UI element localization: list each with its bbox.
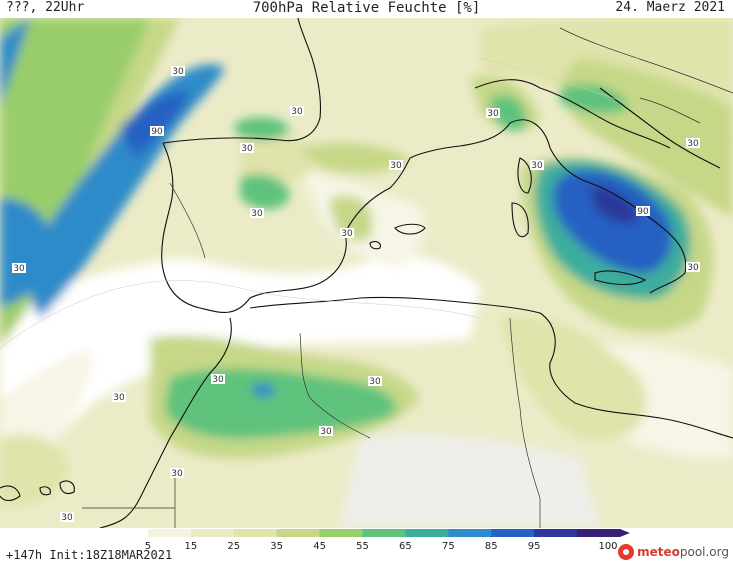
- map-header: ???, 22Uhr 700hPa Relative Feuchte [%] 2…: [0, 0, 733, 18]
- contour-label: 30: [389, 160, 403, 171]
- contour-label: 30: [686, 138, 700, 149]
- colorbar-tick-label: 25: [227, 541, 240, 550]
- colorbar-tick-label: 35: [270, 541, 283, 550]
- colorbar-cell: [105, 529, 149, 537]
- logo-icon: [618, 544, 635, 560]
- colorbar-tick-label: 5: [145, 541, 151, 550]
- valid-time-label: ???, 22Uhr: [6, 0, 85, 15]
- svg-text:30: 30: [390, 161, 402, 171]
- svg-text:90: 90: [637, 207, 649, 217]
- colorbar-tick-label: 45: [313, 541, 326, 550]
- svg-text:30: 30: [13, 264, 25, 274]
- contour-lines: [0, 57, 733, 349]
- svg-text:30: 30: [113, 393, 125, 403]
- colorbar-tick-label: 15: [184, 541, 197, 550]
- colorbar-cell: [405, 529, 449, 537]
- contour-label: 30: [170, 468, 184, 479]
- svg-text:30: 30: [251, 209, 263, 219]
- svg-text:30: 30: [687, 139, 699, 149]
- contour-label: 30: [60, 512, 74, 523]
- colorbar-cells: [105, 529, 630, 537]
- contour-label: 30: [686, 262, 700, 273]
- contour-labels: 30 30 90 30 30 30 30 30 30 30 30 90 30 3…: [12, 66, 700, 523]
- humidity-field: [0, 18, 733, 528]
- map-footer: 5 15 25 35 45 55 65 75 85 95 100 +147h Init:18Z18M…: [0, 526, 733, 566]
- colorbar-cell: [491, 529, 535, 537]
- colorbar-tick-label: 65: [399, 541, 412, 550]
- coastlines: [0, 18, 733, 528]
- contour-label: 30: [340, 228, 354, 239]
- country-borders: [82, 27, 733, 528]
- svg-text:30: 30: [291, 107, 303, 117]
- contour-label: 30: [530, 160, 544, 171]
- svg-text:30: 30: [61, 513, 73, 523]
- colorbar-tick-label: 55: [356, 541, 369, 550]
- svg-text:30: 30: [241, 144, 253, 154]
- svg-text:30: 30: [369, 377, 381, 387]
- colorbar-cell: [577, 529, 621, 537]
- contour-label: 30: [240, 143, 254, 154]
- svg-text:30: 30: [171, 469, 183, 479]
- svg-text:30: 30: [172, 67, 184, 77]
- svg-text:30: 30: [320, 427, 332, 437]
- init-time-label: +147h Init:18Z18MAR2021: [6, 548, 173, 562]
- contour-label: 30: [112, 392, 126, 403]
- colorbar-cell: [319, 529, 363, 537]
- contour-label: 30: [250, 208, 264, 219]
- valid-date-label: 24. Maerz 2021: [615, 0, 725, 15]
- colorbar-cell: [276, 529, 321, 537]
- contour-label: 30: [290, 106, 304, 117]
- contour-label: 30: [211, 374, 225, 385]
- contour-label: 30: [368, 376, 382, 387]
- contour-label: 30: [12, 263, 26, 274]
- colorbar-cell: [147, 529, 192, 537]
- colorbar-cell: [362, 529, 406, 537]
- humidity-map: 30 30 90 30 30 30 30 30 30 30 30 90 30 3…: [0, 18, 733, 528]
- contour-label: 90: [150, 126, 164, 137]
- colorbar-tick-label: 85: [485, 541, 498, 550]
- svg-text:30: 30: [487, 109, 499, 119]
- contour-label: 30: [486, 108, 500, 119]
- logo-text-main: meteo: [637, 545, 680, 559]
- colorbar-cell: [233, 529, 278, 537]
- logo-text-rest: pool.org: [679, 545, 729, 559]
- svg-text:90: 90: [151, 127, 163, 137]
- colorbar: 5 15 25 35 45 55 65 75 85 95 100: [105, 529, 630, 550]
- meteopool-logo: meteo pool.org: [618, 544, 729, 560]
- colorbar-labels: 5 15 25 35 45 55 65 75 85 95 100: [145, 541, 618, 550]
- contour-label: 90: [636, 206, 650, 217]
- contour-label: 30: [171, 66, 185, 77]
- svg-text:30: 30: [531, 161, 543, 171]
- svg-text:30: 30: [212, 375, 224, 385]
- colorbar-end-arrow: [620, 529, 630, 537]
- colorbar-cell: [448, 529, 492, 537]
- svg-text:30: 30: [687, 263, 699, 273]
- colorbar-tick-label: 100: [598, 541, 617, 550]
- contour-label: 30: [319, 426, 333, 437]
- colorbar-cell: [190, 529, 235, 537]
- colorbar-tick-label: 75: [442, 541, 455, 550]
- svg-text:30: 30: [341, 229, 353, 239]
- colorbar-cell: [534, 529, 578, 537]
- colorbar-tick-label: 95: [528, 541, 541, 550]
- map-title: 700hPa Relative Feuchte [%]: [252, 0, 481, 16]
